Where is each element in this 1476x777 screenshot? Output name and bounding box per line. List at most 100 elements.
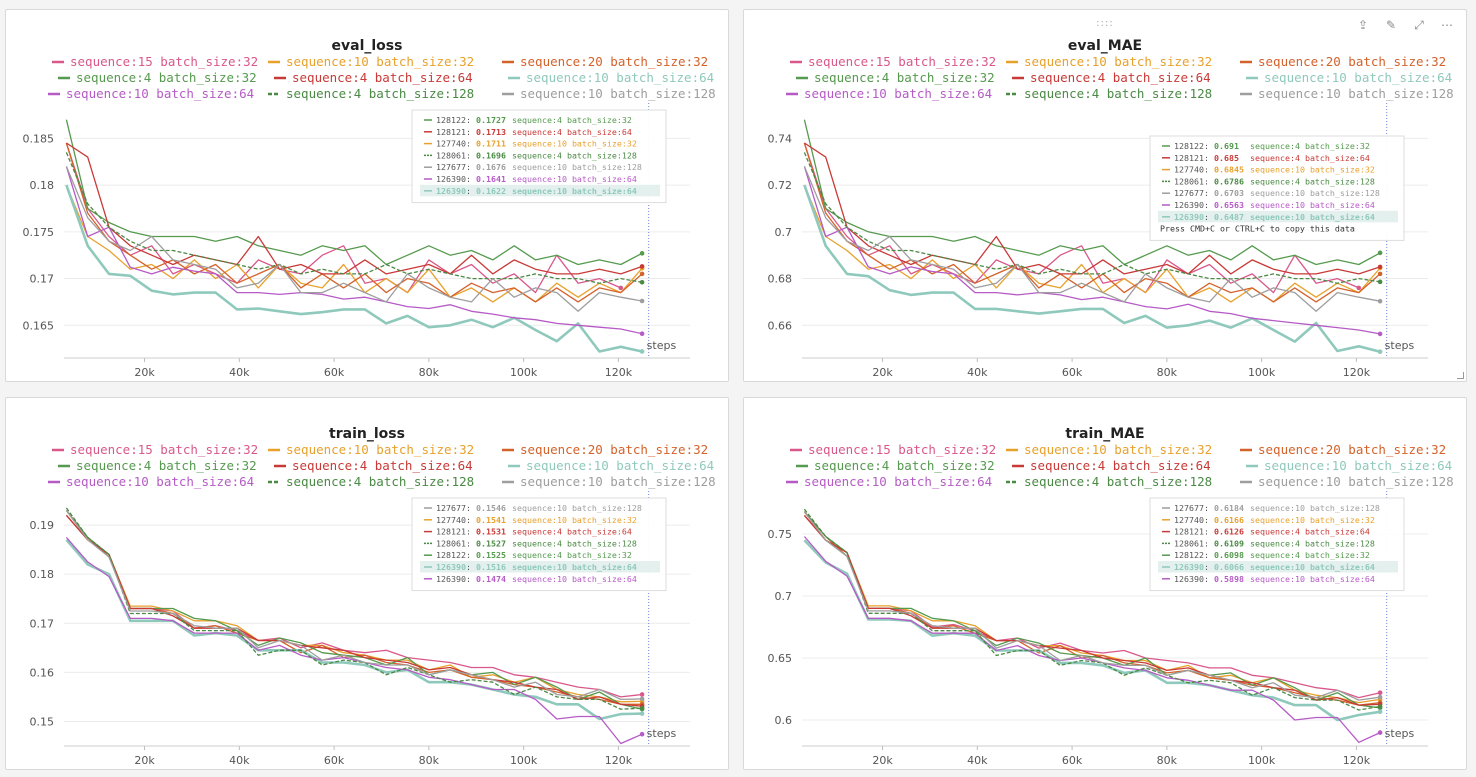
legend-item[interactable]: sequence:10 batch_size:32 bbox=[1006, 54, 1212, 69]
legend-label: sequence:4 batch_size:128 bbox=[286, 86, 474, 101]
series-line[interactable] bbox=[65, 184, 643, 303]
series-line[interactable] bbox=[803, 142, 1381, 303]
tooltip-colon: : bbox=[1204, 550, 1209, 560]
fullscreen-icon[interactable]: ⤢ bbox=[1414, 18, 1424, 32]
series-line[interactable] bbox=[65, 536, 643, 745]
tooltip-label: sequence:4 batch_size:32 bbox=[1250, 550, 1370, 560]
y-tick-label: 0.18 bbox=[30, 568, 55, 581]
legend-label: sequence:4 batch_size:32 bbox=[76, 458, 257, 473]
panel-toolbar: ⇪ ✎ ⤢ ⋯ bbox=[1356, 18, 1454, 32]
series-line[interactable] bbox=[65, 119, 643, 266]
tooltip-run: 127740 bbox=[436, 515, 466, 525]
series-line[interactable] bbox=[804, 142, 1381, 275]
series-line[interactable] bbox=[803, 184, 1381, 353]
tooltip-value: 0.1531 bbox=[476, 527, 506, 537]
edit-icon[interactable]: ✎ bbox=[1385, 18, 1397, 32]
series-line[interactable] bbox=[803, 166, 1381, 335]
tooltip-colon: : bbox=[466, 550, 471, 560]
series-line[interactable] bbox=[803, 514, 1381, 699]
legend-item[interactable]: sequence:4 batch_size:128 bbox=[268, 86, 474, 101]
legend-label: sequence:10 batch_size:128 bbox=[520, 474, 716, 489]
tooltip-row-highlight bbox=[420, 184, 660, 197]
legend-item[interactable]: sequence:10 batch_size:64 bbox=[1246, 70, 1452, 85]
legend-item[interactable]: sequence:4 batch_size:128 bbox=[1006, 474, 1212, 489]
tooltip-value: 0.1474 bbox=[476, 574, 506, 584]
tooltip-value: 0.5898 bbox=[1214, 574, 1244, 584]
series-line[interactable] bbox=[65, 142, 622, 294]
legend-item[interactable]: sequence:4 batch_size:32 bbox=[58, 458, 257, 473]
series-line[interactable] bbox=[803, 536, 1381, 743]
legend-item[interactable]: sequence:10 batch_size:128 bbox=[1240, 474, 1454, 489]
legend-item[interactable]: sequence:4 batch_size:64 bbox=[1012, 70, 1211, 85]
series-line[interactable] bbox=[65, 514, 643, 698]
legend-item[interactable]: sequence:10 batch_size:32 bbox=[268, 442, 474, 457]
series-line[interactable] bbox=[65, 142, 643, 303]
tooltip-value: 0.1622 bbox=[476, 186, 506, 196]
series-line[interactable] bbox=[65, 509, 643, 710]
legend-item[interactable]: sequence:10 batch_size:64 bbox=[508, 70, 714, 85]
legend-item[interactable]: sequence:4 batch_size:64 bbox=[274, 70, 473, 85]
legend-item[interactable]: sequence:10 batch_size:32 bbox=[268, 54, 474, 69]
legend-item[interactable]: sequence:15 batch_size:32 bbox=[52, 442, 258, 457]
more-icon[interactable]: ⋯ bbox=[1441, 18, 1453, 32]
x-tick-label: 40k bbox=[229, 366, 250, 379]
series-line[interactable] bbox=[803, 152, 1381, 284]
series-line[interactable] bbox=[65, 507, 643, 710]
legend-item[interactable]: sequence:4 batch_size:32 bbox=[796, 70, 995, 85]
legend-item[interactable]: sequence:15 batch_size:32 bbox=[790, 442, 996, 457]
legend-label: sequence:4 batch_size:32 bbox=[814, 70, 995, 85]
series-line[interactable] bbox=[65, 166, 643, 312]
x-axis-label: steps bbox=[647, 339, 677, 352]
series-line[interactable] bbox=[65, 166, 643, 335]
legend-item[interactable]: sequence:20 batch_size:32 bbox=[502, 442, 708, 457]
legend-item[interactable]: sequence:10 batch_size:128 bbox=[502, 86, 716, 101]
legend-item[interactable]: sequence:4 batch_size:32 bbox=[796, 458, 995, 473]
series-line[interactable] bbox=[803, 166, 1381, 312]
series-line[interactable] bbox=[803, 184, 1381, 303]
series-line[interactable] bbox=[65, 510, 643, 701]
tooltip-run: 126390 bbox=[1174, 574, 1204, 584]
drag-handle[interactable]: :::: bbox=[1096, 18, 1114, 29]
series-line[interactable] bbox=[65, 184, 643, 353]
series-line[interactable] bbox=[66, 142, 643, 275]
series-line[interactable] bbox=[65, 152, 643, 284]
legend-item[interactable]: sequence:10 batch_size:128 bbox=[502, 474, 716, 489]
chart-title: eval_loss bbox=[332, 38, 403, 54]
series-end-point bbox=[1377, 694, 1383, 700]
series-line[interactable] bbox=[803, 508, 1381, 711]
legend-item[interactable]: sequence:10 batch_size:64 bbox=[786, 474, 992, 489]
legend-item[interactable]: sequence:20 batch_size:32 bbox=[502, 54, 708, 69]
legend-item[interactable]: sequence:4 batch_size:128 bbox=[268, 474, 474, 489]
y-tick-label: 0.72 bbox=[768, 179, 793, 192]
tooltip-run: 128122 bbox=[1174, 141, 1204, 151]
tooltip-value: 0.1546 bbox=[476, 503, 506, 513]
series-line[interactable] bbox=[803, 511, 1381, 709]
resize-handle[interactable] bbox=[1457, 372, 1464, 379]
legend-item[interactable]: sequence:4 batch_size:128 bbox=[1006, 86, 1212, 101]
legend-item[interactable]: sequence:10 batch_size:64 bbox=[786, 86, 992, 101]
legend-label: sequence:10 batch_size:64 bbox=[526, 458, 714, 473]
tooltip-run: 128122 bbox=[1174, 550, 1204, 560]
legend-item[interactable]: sequence:10 batch_size:64 bbox=[48, 474, 254, 489]
series-line[interactable] bbox=[803, 142, 1360, 294]
tooltip-colon: : bbox=[466, 527, 471, 537]
series-line[interactable] bbox=[65, 538, 643, 721]
legend-item[interactable]: sequence:4 batch_size:64 bbox=[1012, 458, 1211, 473]
series-line[interactable] bbox=[803, 511, 1381, 701]
legend-item[interactable]: sequence:10 batch_size:64 bbox=[48, 86, 254, 101]
legend-item[interactable]: sequence:10 batch_size:32 bbox=[1006, 442, 1212, 457]
legend-item[interactable]: sequence:20 batch_size:32 bbox=[1240, 54, 1446, 69]
legend-item[interactable]: sequence:4 batch_size:32 bbox=[58, 70, 257, 85]
legend-item[interactable]: sequence:4 batch_size:64 bbox=[274, 458, 473, 473]
x-axis-label: steps bbox=[1385, 727, 1415, 740]
legend-label: sequence:4 batch_size:32 bbox=[76, 70, 257, 85]
legend-item[interactable]: sequence:15 batch_size:32 bbox=[52, 54, 258, 69]
legend-item[interactable]: sequence:10 batch_size:128 bbox=[1240, 86, 1454, 101]
legend-item[interactable]: sequence:15 batch_size:32 bbox=[790, 54, 996, 69]
share-icon[interactable]: ⇪ bbox=[1357, 18, 1369, 32]
series-line[interactable] bbox=[803, 119, 1381, 266]
legend-item[interactable]: sequence:10 batch_size:64 bbox=[1246, 458, 1452, 473]
legend-item[interactable]: sequence:20 batch_size:32 bbox=[1240, 442, 1446, 457]
legend-item[interactable]: sequence:10 batch_size:64 bbox=[508, 458, 714, 473]
